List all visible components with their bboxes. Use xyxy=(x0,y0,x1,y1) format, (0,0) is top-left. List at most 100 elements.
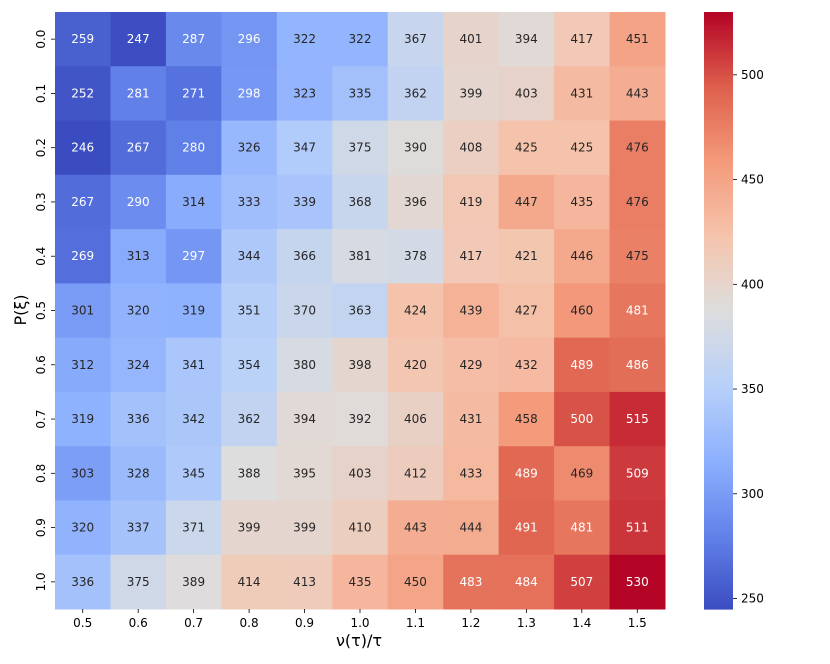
y-tick-label: 0.4 xyxy=(34,247,48,266)
colorbar-segment xyxy=(704,107,733,112)
colorbar-segment xyxy=(704,50,733,55)
heatmap-cell-value: 342 xyxy=(182,412,205,426)
heatmap-cell-value: 417 xyxy=(459,249,482,263)
colorbar-segment xyxy=(704,334,733,338)
heatmap-cell xyxy=(276,283,333,339)
heatmap-cell xyxy=(276,337,333,393)
heatmap-cell-value: 362 xyxy=(238,412,261,426)
colorbar-tick-label: 350 xyxy=(741,382,764,396)
heatmap-cell-value: 419 xyxy=(459,195,482,209)
heatmap-cell-value: 341 xyxy=(182,358,205,372)
heatmap-cell-value: 491 xyxy=(515,521,538,535)
heatmap-cell xyxy=(221,554,278,610)
heatmap-cell xyxy=(609,66,666,122)
colorbar-segment xyxy=(704,62,733,67)
heatmap-cell-value: 337 xyxy=(127,521,150,535)
colorbar-segment xyxy=(704,459,733,464)
colorbar-segment xyxy=(704,316,733,321)
y-tick-label: 1.0 xyxy=(34,572,48,591)
heatmap-cell xyxy=(276,500,333,556)
heatmap-cell xyxy=(165,283,222,339)
colorbar-segment xyxy=(704,504,733,509)
heatmap-cell xyxy=(387,337,444,393)
heatmap-cell xyxy=(387,554,444,610)
colorbar-segment xyxy=(704,283,733,288)
colorbar-segment xyxy=(704,185,733,189)
heatmap-cell-value: 446 xyxy=(570,249,593,263)
heatmap-cell xyxy=(221,283,278,339)
x-tick-label: 1.5 xyxy=(628,616,647,630)
colorbar-segment xyxy=(704,510,733,515)
heatmap-cell-value: 484 xyxy=(515,575,538,589)
colorbar-segment xyxy=(704,104,733,109)
heatmap-cell xyxy=(443,500,500,556)
heatmap-cell-value: 269 xyxy=(71,249,94,263)
heatmap-cell-value: 319 xyxy=(182,304,205,318)
colorbar-segment xyxy=(704,247,733,252)
heatmap-cell xyxy=(443,66,500,122)
colorbar-segment xyxy=(704,313,733,318)
heatmap-cell-value: 314 xyxy=(182,195,205,209)
y-tick-label: 0.9 xyxy=(34,518,48,537)
colorbar-segment xyxy=(704,122,733,127)
heatmap-cell-value: 408 xyxy=(459,141,482,155)
heatmap-cell-value: 460 xyxy=(570,304,593,318)
heatmap-cell-value: 481 xyxy=(626,304,649,318)
colorbar-segment xyxy=(704,534,733,538)
heatmap-cell-value: 367 xyxy=(404,32,427,46)
heatmap-cell xyxy=(554,229,611,284)
x-tick-label: 1.3 xyxy=(517,616,536,630)
colorbar-segment xyxy=(704,262,733,267)
colorbar-segment xyxy=(704,417,733,422)
colorbar-segment xyxy=(704,447,733,452)
heatmap-cell xyxy=(443,391,500,447)
heatmap-cell-value: 267 xyxy=(127,141,150,155)
colorbar-segment xyxy=(704,600,733,604)
heatmap-cell-value: 390 xyxy=(404,141,427,155)
heatmap-cell xyxy=(554,337,611,393)
heatmap-cell xyxy=(443,283,500,339)
colorbar-segment xyxy=(704,41,733,46)
heatmap-cell-value: 475 xyxy=(626,249,649,263)
heatmap-cell xyxy=(55,500,111,556)
colorbar-segment xyxy=(704,92,733,97)
colorbar-segment xyxy=(704,35,733,40)
colorbar-segment xyxy=(704,409,733,413)
heatmap-cell-value: 246 xyxy=(71,141,94,155)
colorbar-segment xyxy=(704,420,733,425)
heatmap-cell xyxy=(443,120,500,176)
colorbar-segment xyxy=(704,265,733,270)
heatmap-cell xyxy=(332,12,389,67)
heatmap-cell xyxy=(554,12,611,67)
colorbar-segment xyxy=(704,495,733,500)
colorbar-segment xyxy=(704,59,733,64)
colorbar-segment xyxy=(704,537,733,541)
heatmap-cell-value: 389 xyxy=(182,575,205,589)
colorbar-segment xyxy=(704,516,733,521)
heatmap-cell xyxy=(498,337,555,393)
x-tick-label: 0.5 xyxy=(73,616,92,630)
heatmap-cell-value: 431 xyxy=(459,412,482,426)
heatmap-cell-value: 432 xyxy=(515,358,538,372)
colorbar-segment xyxy=(704,53,733,58)
heatmap-cell-value: 399 xyxy=(293,521,316,535)
colorbar-segment xyxy=(704,277,733,282)
colorbar-segment xyxy=(704,477,733,482)
heatmap-cell xyxy=(165,120,222,176)
heatmap-cell xyxy=(55,12,111,67)
heatmap-cell xyxy=(221,337,278,393)
heatmap-cell-value: 344 xyxy=(238,249,261,263)
heatmap-cell xyxy=(387,12,444,67)
heatmap-cell xyxy=(332,391,389,447)
colorbar-segment xyxy=(704,343,733,347)
heatmap-cell xyxy=(332,500,389,556)
heatmap-cell xyxy=(332,337,389,393)
colorbar-segment xyxy=(704,137,733,141)
colorbar-segment xyxy=(704,244,733,249)
colorbar-segment xyxy=(704,14,733,19)
colorbar-segment xyxy=(704,552,733,556)
heatmap-cell-value: 425 xyxy=(515,141,538,155)
heatmap-cell-value: 451 xyxy=(626,32,649,46)
heatmap-cell xyxy=(55,554,111,610)
y-tick-label: 0.5 xyxy=(34,301,48,320)
